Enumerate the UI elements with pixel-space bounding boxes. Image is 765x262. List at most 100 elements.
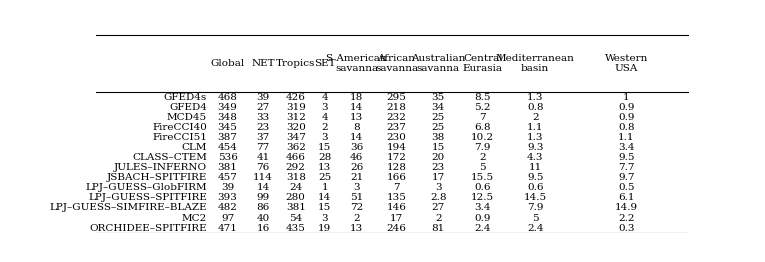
Text: 15: 15: [431, 143, 445, 152]
Text: 1: 1: [623, 92, 630, 101]
Text: 11: 11: [529, 163, 542, 172]
Text: 319: 319: [286, 103, 306, 112]
Text: 3: 3: [353, 183, 360, 192]
Text: 387: 387: [217, 133, 237, 142]
Text: 318: 318: [286, 173, 306, 182]
Text: 9.7: 9.7: [618, 173, 634, 182]
Text: 46: 46: [350, 153, 363, 162]
Text: 0.8: 0.8: [527, 103, 543, 112]
Text: 34: 34: [431, 103, 445, 112]
Text: FireCCI51: FireCCI51: [152, 133, 207, 142]
Text: 37: 37: [256, 133, 270, 142]
Text: NET: NET: [251, 59, 275, 68]
Text: 27: 27: [431, 204, 445, 212]
Text: CLM: CLM: [181, 143, 207, 152]
Text: 381: 381: [217, 163, 237, 172]
Text: 28: 28: [318, 153, 331, 162]
Text: 135: 135: [386, 193, 406, 202]
Text: 1.1: 1.1: [618, 133, 634, 142]
Text: 5: 5: [532, 214, 539, 222]
Text: 99: 99: [256, 193, 270, 202]
Text: 16: 16: [256, 224, 270, 233]
Text: 14: 14: [256, 183, 270, 192]
Text: African
savanna: African savanna: [375, 54, 418, 73]
Text: 27: 27: [256, 103, 270, 112]
Text: 39: 39: [256, 92, 270, 101]
Text: 466: 466: [286, 153, 306, 162]
Text: S American
savanna: S American savanna: [326, 54, 387, 73]
Text: 2: 2: [321, 123, 328, 132]
Text: JULES–INFERNO: JULES–INFERNO: [114, 163, 207, 172]
Text: Western
USA: Western USA: [604, 54, 648, 73]
Text: 38: 38: [431, 133, 445, 142]
Text: 7: 7: [393, 183, 400, 192]
Text: 172: 172: [386, 153, 406, 162]
Text: 9.5: 9.5: [618, 153, 634, 162]
Text: SET: SET: [314, 59, 336, 68]
Text: 2: 2: [435, 214, 441, 222]
Text: 3: 3: [435, 183, 441, 192]
Text: 2: 2: [532, 113, 539, 122]
Text: 86: 86: [256, 204, 270, 212]
Text: 76: 76: [256, 163, 270, 172]
Text: 2.8: 2.8: [430, 193, 447, 202]
Text: 128: 128: [386, 163, 406, 172]
Text: 435: 435: [286, 224, 306, 233]
Text: 54: 54: [289, 214, 302, 222]
Text: 10.2: 10.2: [471, 133, 494, 142]
Text: 536: 536: [217, 153, 237, 162]
Text: 23: 23: [256, 123, 270, 132]
Text: 381: 381: [286, 204, 306, 212]
Text: 14: 14: [350, 103, 363, 112]
Text: JSBACH–SPITFIRE: JSBACH–SPITFIRE: [106, 173, 207, 182]
Text: 14: 14: [318, 193, 331, 202]
Text: 7.9: 7.9: [527, 204, 543, 212]
Text: 3: 3: [321, 103, 328, 112]
Text: 166: 166: [386, 173, 406, 182]
Text: GFED4s: GFED4s: [164, 92, 207, 101]
Text: 41: 41: [256, 153, 270, 162]
Text: MC2: MC2: [182, 214, 207, 222]
Text: 25: 25: [431, 123, 445, 132]
Text: 13: 13: [350, 113, 363, 122]
Text: 2.2: 2.2: [618, 214, 634, 222]
Text: 81: 81: [431, 224, 445, 233]
Text: 2.4: 2.4: [527, 224, 543, 233]
Text: 20: 20: [431, 153, 445, 162]
Text: Australian
savanna: Australian savanna: [411, 54, 465, 73]
Text: 280: 280: [286, 193, 306, 202]
Text: GFED4: GFED4: [169, 103, 207, 112]
Text: 349: 349: [217, 103, 237, 112]
Text: 0.6: 0.6: [527, 183, 543, 192]
Text: 77: 77: [256, 143, 270, 152]
Text: 18: 18: [350, 92, 363, 101]
Text: 5.2: 5.2: [474, 103, 491, 112]
Text: 9.3: 9.3: [527, 143, 543, 152]
Text: CLASS–CTEM: CLASS–CTEM: [132, 153, 207, 162]
Text: 7: 7: [480, 113, 486, 122]
Text: 14: 14: [350, 133, 363, 142]
Text: 14.5: 14.5: [524, 193, 547, 202]
Text: 0.9: 0.9: [618, 103, 634, 112]
Text: 457: 457: [217, 173, 237, 182]
Text: 25: 25: [431, 113, 445, 122]
Text: 14.9: 14.9: [615, 204, 638, 212]
Text: 246: 246: [386, 224, 406, 233]
Text: 295: 295: [386, 92, 406, 101]
Text: 7.9: 7.9: [474, 143, 491, 152]
Text: 8: 8: [353, 123, 360, 132]
Text: 2: 2: [353, 214, 360, 222]
Text: 237: 237: [386, 123, 406, 132]
Text: 36: 36: [350, 143, 363, 152]
Text: MCD45: MCD45: [167, 113, 207, 122]
Text: 15: 15: [318, 204, 331, 212]
Text: 2: 2: [480, 153, 486, 162]
Text: 35: 35: [431, 92, 445, 101]
Text: 8.5: 8.5: [474, 92, 491, 101]
Text: 6.1: 6.1: [618, 193, 634, 202]
Text: 1.1: 1.1: [527, 123, 543, 132]
Text: 312: 312: [286, 113, 306, 122]
Text: 33: 33: [256, 113, 270, 122]
Text: 72: 72: [350, 204, 363, 212]
Text: 393: 393: [217, 193, 237, 202]
